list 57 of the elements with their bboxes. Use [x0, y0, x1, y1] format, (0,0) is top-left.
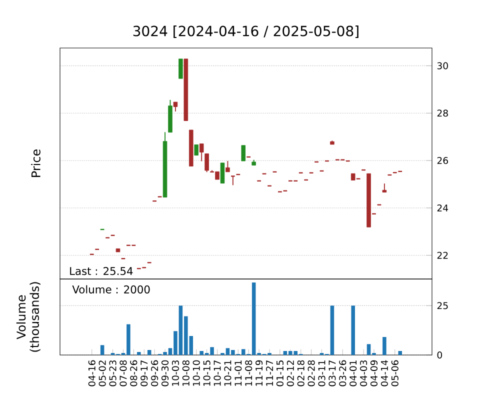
x-tick-label: 10-15 — [203, 360, 210, 386]
bar — [351, 306, 355, 355]
x-tick-label: 02-18 — [297, 360, 304, 386]
x-tick-label: 11-19 — [256, 360, 263, 386]
y-tick-label: 25 — [437, 302, 448, 310]
x-tick-label: 11-27 — [266, 360, 273, 386]
x-tick-label: 04-09 — [370, 360, 378, 386]
candlestick — [226, 160, 230, 172]
y-tick-label: 0 — [437, 351, 442, 359]
x-tick-label: 04-14 — [380, 360, 388, 386]
candlestick — [220, 162, 225, 184]
bar — [147, 350, 152, 355]
x-tick-label: 09-17 — [140, 360, 148, 386]
candlestick — [194, 144, 198, 156]
x-tick-label: 09-30 — [161, 360, 169, 386]
x-tick-label: 09-26 — [151, 360, 158, 386]
candlestick — [173, 102, 178, 112]
candlestick — [230, 176, 236, 186]
x-tick-label: 11-08 — [245, 360, 252, 386]
x-tick-label: 07-08 — [120, 360, 127, 386]
bar — [382, 337, 386, 355]
bar — [100, 345, 104, 355]
x-tick-label: 03-17 — [328, 360, 336, 386]
y-tick-label: 28 — [437, 110, 448, 117]
x-tick-label: 10-08 — [182, 360, 190, 386]
x-tick-label: 04-16 — [88, 360, 96, 386]
x-tick-label: 03-26 — [339, 360, 346, 386]
y-tick-label: 24 — [437, 204, 448, 212]
x-tick-label: 10-10 — [192, 360, 200, 386]
x-tick-label: 05-06 — [391, 360, 398, 386]
x-tick-label: 10-17 — [214, 360, 221, 386]
y-tick-label: 26 — [437, 157, 448, 164]
chart-title: 3024 [2024-04-16 / 2025-05-08] — [133, 25, 358, 38]
x-tick-label: 08-26 — [130, 360, 138, 386]
y-axis-title: Volume (thousands) — [16, 282, 40, 352]
x-tick-label: 01-15 — [276, 360, 284, 386]
x-tick-label: 02-12 — [286, 360, 294, 386]
x-tick-label: 04-01 — [350, 360, 357, 386]
x-tick-label: 05-02 — [98, 360, 106, 386]
candlestick — [204, 153, 209, 173]
x-tick-label: 10-21 — [224, 360, 232, 386]
bar — [137, 352, 141, 355]
bar — [398, 351, 402, 355]
x-tick-label: 05-23 — [109, 360, 116, 386]
y-axis-title: Price — [31, 149, 40, 177]
x-tick-label: 11-01 — [234, 360, 242, 386]
x-tick-label: 10-03 — [172, 360, 179, 386]
candlestick — [199, 143, 204, 162]
candlestick — [178, 58, 183, 80]
annotation: Volume : 2000 — [72, 285, 150, 294]
y-tick-label: 30 — [437, 62, 448, 70]
x-tick-label: 04-03 — [360, 360, 368, 386]
candlestick — [241, 144, 246, 162]
annotation: Last : 25.54 — [70, 267, 133, 276]
x-tick-label: 03-11 — [318, 360, 326, 386]
y-tick-label: 22 — [437, 252, 448, 259]
x-tick-label: 02-28 — [308, 360, 315, 386]
